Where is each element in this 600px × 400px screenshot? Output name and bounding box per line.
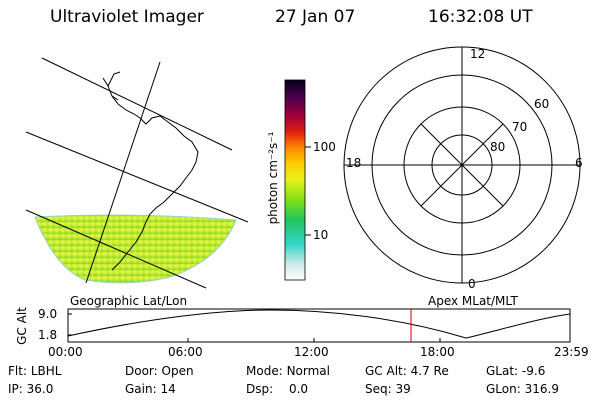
mlt-label-18: 18 bbox=[346, 156, 362, 170]
seq-label: Seq: bbox=[365, 382, 392, 396]
orbit-x-tick-label: 00:00 bbox=[48, 345, 83, 359]
polar-plot bbox=[343, 46, 581, 284]
gain-value: 14 bbox=[160, 382, 176, 396]
instrument-title: Ultraviolet Imager bbox=[50, 7, 204, 27]
orbit-right-title: Apex MLat/MLT bbox=[428, 294, 518, 308]
colorbar-scale bbox=[284, 79, 306, 281]
geo-grid-line bbox=[85, 61, 161, 284]
glat-label: GLat: bbox=[486, 364, 519, 378]
uv-image-panel bbox=[25, 57, 249, 289]
seq-value: 39 bbox=[395, 382, 411, 396]
orbit-plot-frame bbox=[67, 308, 571, 343]
date-label: 27 Jan 07 bbox=[275, 7, 356, 27]
colorbar-tick-label: 100 bbox=[313, 140, 336, 154]
glat-value: -9.6 bbox=[521, 364, 546, 378]
orbit-left-title: Geographic Lat/Lon bbox=[70, 294, 188, 308]
glon-label: GLon: bbox=[486, 382, 521, 396]
colorbar-unit-label: photon cm⁻²s⁻¹ bbox=[266, 131, 280, 225]
gain-label: Gain: bbox=[125, 382, 157, 396]
gc-alt-label: GC Alt: bbox=[365, 364, 407, 378]
orbit-x-tick-label: 18:00 bbox=[420, 345, 455, 359]
orbit-x-tick-label: 12:00 bbox=[294, 345, 329, 359]
uv-emission-region bbox=[34, 214, 237, 284]
door-value: Open bbox=[161, 364, 194, 378]
mode-value: Normal bbox=[286, 364, 330, 378]
lat-label-60: 60 bbox=[534, 97, 550, 111]
dsp-label: Dsp: bbox=[246, 382, 274, 396]
filter-label: Flt: bbox=[8, 364, 27, 378]
coastline bbox=[102, 77, 199, 271]
orbit-y-tick-label: 9.0 bbox=[38, 307, 58, 321]
mlt-label-12: 12 bbox=[470, 47, 486, 61]
lat-label-70: 70 bbox=[512, 120, 528, 134]
orbit-y-label: GC Alt bbox=[15, 307, 29, 345]
orbit-plot bbox=[67, 308, 571, 343]
time-label: 16:32:08 UT bbox=[428, 7, 533, 27]
colorbar-tick-label: 10 bbox=[313, 228, 329, 242]
ip-label: IP: bbox=[8, 382, 23, 396]
colorbar bbox=[284, 79, 311, 281]
mlt-label-6: 6 bbox=[575, 156, 583, 170]
orbit-x-tick-label: 23:59 bbox=[554, 345, 589, 359]
glon-value: 316.9 bbox=[524, 382, 559, 396]
mlt-label-0: 0 bbox=[468, 277, 476, 291]
ip-value: 36.0 bbox=[26, 382, 54, 396]
filter-value: LBHL bbox=[30, 364, 62, 378]
geo-grid-line bbox=[25, 209, 207, 289]
gc-alt-value: 4.7 Re bbox=[410, 364, 449, 378]
dsp-value: 0.0 bbox=[288, 382, 309, 396]
altitude-curve bbox=[67, 309, 571, 339]
orbit-x-tick-label: 06:00 bbox=[168, 345, 203, 359]
door-label: Door: bbox=[125, 364, 158, 378]
coastline bbox=[107, 71, 121, 101]
mode-label: Mode: bbox=[246, 364, 283, 378]
geo-grid-line bbox=[25, 131, 249, 223]
geo-grid-line bbox=[41, 57, 233, 151]
lat-label-80: 80 bbox=[490, 140, 506, 154]
mlt-diagonal bbox=[420, 123, 504, 207]
orbit-y-tick-label: 1.8 bbox=[38, 328, 58, 342]
